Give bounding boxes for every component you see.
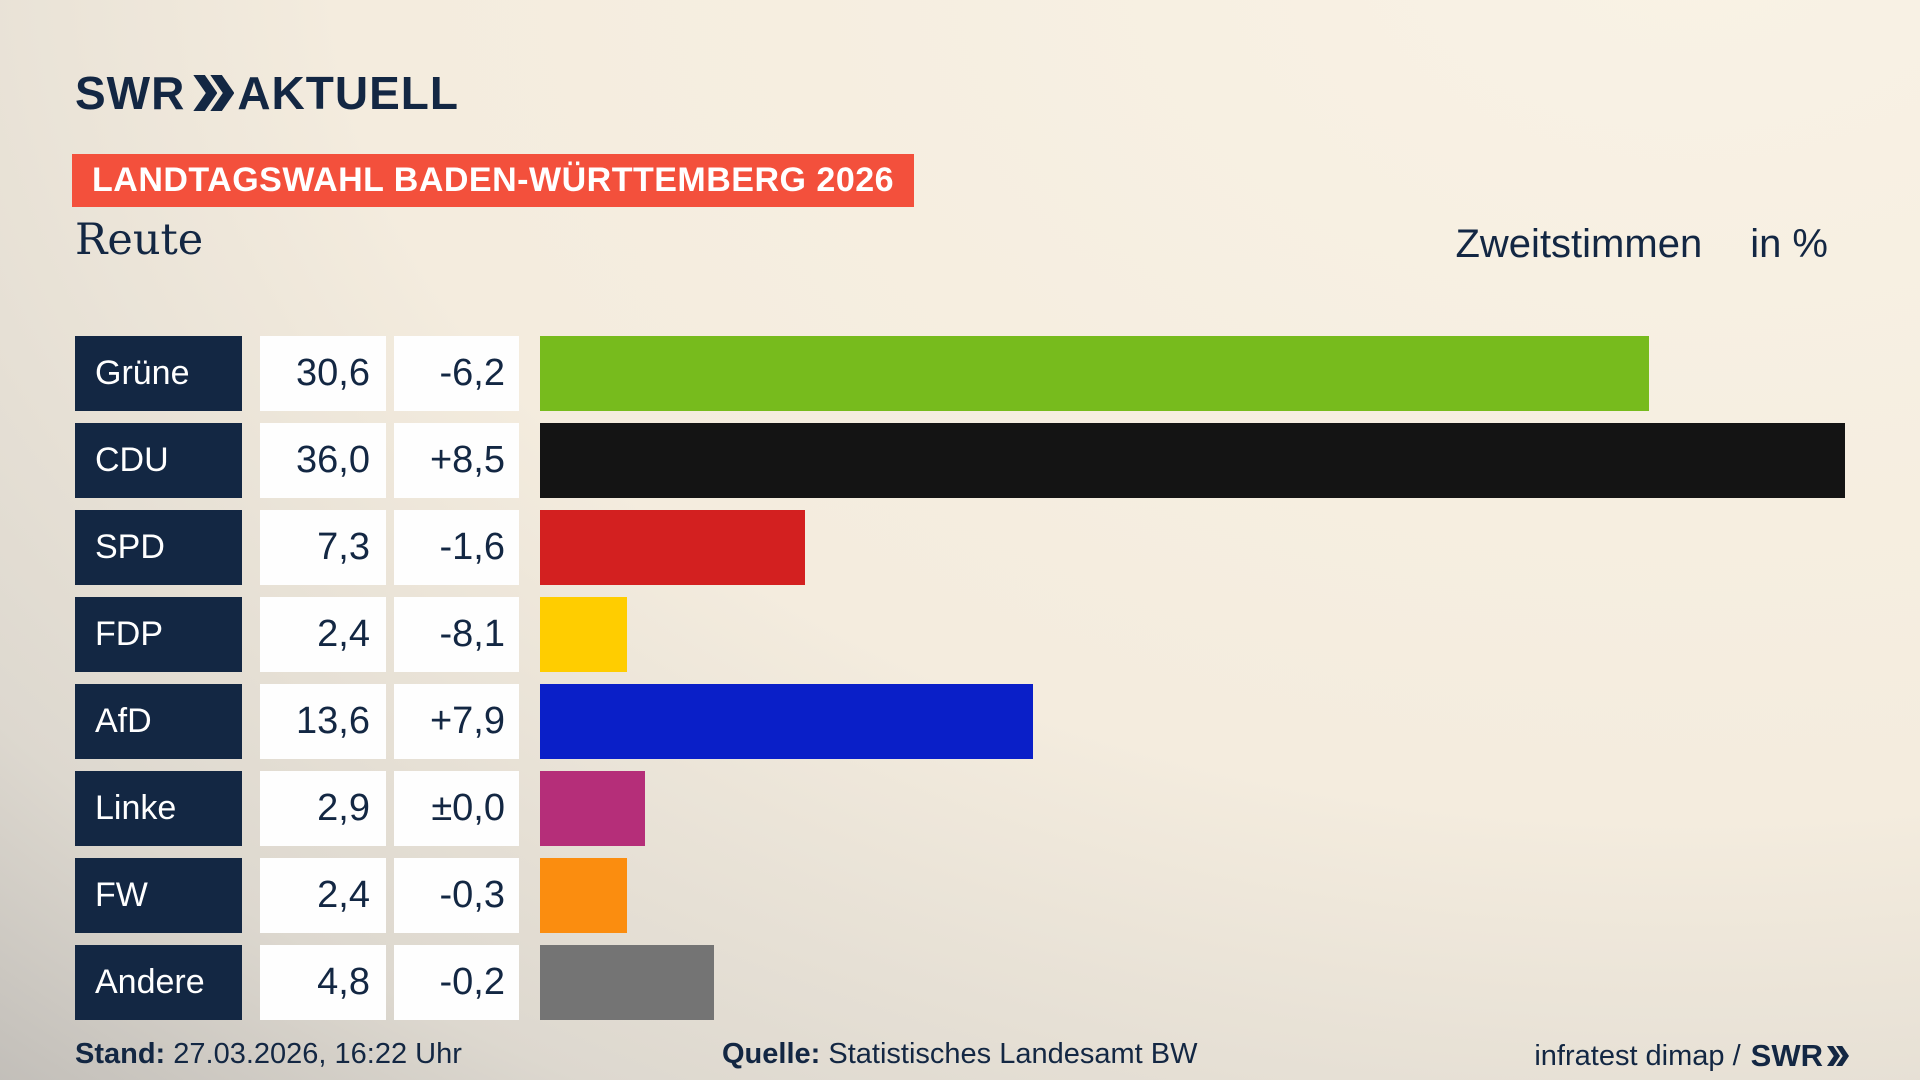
party-change: -1,6	[394, 510, 519, 585]
party-value: 2,4	[260, 597, 386, 672]
party-bar	[540, 423, 1845, 498]
party-row: FW 2,4 -0,3	[75, 858, 1920, 933]
credit-note: infratest dimap / SWR	[1534, 1038, 1849, 1074]
party-label: SPD	[75, 510, 242, 585]
party-row: Linke 2,9 ±0,0	[75, 771, 1920, 846]
swr-chevrons-icon	[193, 75, 235, 111]
party-bar	[540, 858, 627, 933]
election-banner: LANDTAGSWAHL BADEN-WÜRTTEMBERG 2026	[72, 154, 915, 207]
party-value: 13,6	[260, 684, 386, 759]
swr-chevrons-icon	[1827, 1046, 1849, 1066]
aktuell-logo-text: AKTUELL	[237, 67, 459, 119]
swr-aktuell-logo: SWR AKTUELL	[75, 66, 459, 120]
party-label: FW	[75, 858, 242, 933]
party-change: +7,9	[394, 684, 519, 759]
party-bar	[540, 597, 627, 672]
party-value: 2,4	[260, 858, 386, 933]
stand-value: 27.03.2026, 16:22 Uhr	[173, 1038, 462, 1070]
swr-logo-text: SWR	[75, 67, 186, 119]
party-change: -0,2	[394, 945, 519, 1020]
source-note: Quelle: Statistisches Landesamt BW	[722, 1038, 1197, 1071]
party-bar	[540, 684, 1033, 759]
municipality-title: Reute	[75, 215, 204, 265]
quelle-label: Quelle:	[722, 1038, 821, 1070]
swr-mini-logo: SWR	[1750, 1038, 1849, 1074]
party-label: AfD	[75, 684, 242, 759]
party-bar	[540, 945, 714, 1020]
party-bar	[540, 510, 805, 585]
party-value: 36,0	[260, 423, 386, 498]
party-value: 4,8	[260, 945, 386, 1020]
unit-label: in %	[1750, 222, 1828, 266]
party-row: SPD 7,3 -1,6	[75, 510, 1920, 585]
party-bar	[540, 336, 1649, 411]
chevron-right-icon	[193, 75, 218, 111]
quelle-value: Statistisches Landesamt BW	[828, 1038, 1198, 1070]
party-value: 30,6	[260, 336, 386, 411]
party-bar	[540, 771, 645, 846]
party-label: Grüne	[75, 336, 242, 411]
party-change: +8,5	[394, 423, 519, 498]
party-label: FDP	[75, 597, 242, 672]
party-row: Andere 4,8 -0,2	[75, 945, 1920, 1020]
party-label: CDU	[75, 423, 242, 498]
party-row: Grüne 30,6 -6,2	[75, 336, 1920, 411]
status-timestamp: Stand: 27.03.2026, 16:22 Uhr	[75, 1038, 462, 1071]
results-bar-chart: Grüne 30,6 -6,2 CDU 36,0 +8,5 SPD 7,3 -1,6 FDP 2,4…	[75, 336, 1920, 1032]
party-value: 2,9	[260, 771, 386, 846]
party-change: -8,1	[394, 597, 519, 672]
party-row: AfD 13,6 +7,9	[75, 684, 1920, 759]
party-change: ±0,0	[394, 771, 519, 846]
stand-label: Stand:	[75, 1038, 166, 1070]
party-change: -0,3	[394, 858, 519, 933]
party-label: Andere	[75, 945, 242, 1020]
party-change: -6,2	[394, 336, 519, 411]
swr-mini-logo-text: SWR	[1750, 1038, 1823, 1073]
party-row: CDU 36,0 +8,5	[75, 423, 1920, 498]
party-label: Linke	[75, 771, 242, 846]
vote-type-title: Zweitstimmen in %	[1455, 222, 1828, 267]
vote-type-label: Zweitstimmen	[1455, 222, 1703, 266]
party-row: FDP 2,4 -8,1	[75, 597, 1920, 672]
credit-text: infratest dimap /	[1534, 1039, 1741, 1072]
party-value: 7,3	[260, 510, 386, 585]
